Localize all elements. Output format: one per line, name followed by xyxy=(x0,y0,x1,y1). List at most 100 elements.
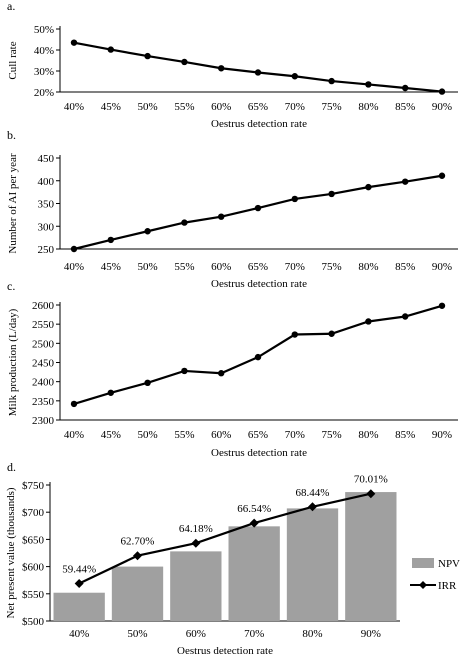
irr-data-label: 70.01% xyxy=(354,474,388,486)
y-tick-label: $500 xyxy=(22,616,45,628)
data-point xyxy=(291,195,298,203)
npv-bar xyxy=(286,508,339,621)
x-tick-label: 70% xyxy=(244,628,264,640)
y-tick-label: 300 xyxy=(38,221,55,233)
data-point xyxy=(365,318,372,325)
irr-data-label: 64.18% xyxy=(179,523,213,535)
x-tick-label: 55% xyxy=(174,101,194,113)
x-tick-label: 50% xyxy=(138,429,158,441)
irr-marker xyxy=(191,538,201,548)
x-tick-label: 65% xyxy=(248,261,268,273)
data-point xyxy=(181,367,188,375)
x-tick-label: 50% xyxy=(138,261,158,273)
data-point xyxy=(181,219,188,226)
irr-data-label: 59.44% xyxy=(62,563,96,575)
y-axis-title: Milk production (L/day) xyxy=(7,308,19,416)
y-tick-label: 2350 xyxy=(32,396,55,408)
legend-npv-label: NPV xyxy=(438,558,460,570)
data-point xyxy=(70,245,78,253)
npv-bar xyxy=(170,551,222,621)
x-tick-label: 70% xyxy=(285,429,305,441)
y-axis-title: Net present value (thousands) xyxy=(5,487,17,618)
npv-bar xyxy=(53,592,105,621)
y-tick-label: 2550 xyxy=(32,319,55,331)
data-point xyxy=(70,400,78,408)
y-tick-label: $550 xyxy=(22,589,45,601)
x-tick-label: 45% xyxy=(101,261,121,273)
data-point xyxy=(291,73,298,80)
npv-bar xyxy=(228,526,280,621)
irr-marker xyxy=(133,551,142,561)
data-point xyxy=(254,69,262,76)
x-tick-label: 70% xyxy=(285,261,305,273)
irr-marker xyxy=(366,489,376,499)
irr-data-label: 62.70% xyxy=(121,536,155,548)
y-tick-label: 30% xyxy=(34,66,54,78)
y-tick-label: 2500 xyxy=(32,338,55,350)
data-point xyxy=(218,65,225,72)
y-axis-title: Number of AI per year xyxy=(7,153,19,254)
x-tick-label: 90% xyxy=(432,101,452,113)
y-tick-label: $600 xyxy=(22,562,45,574)
npv-bar xyxy=(345,492,397,621)
x-tick-label: 85% xyxy=(395,261,415,273)
data-point xyxy=(181,58,188,66)
x-tick-label: 65% xyxy=(248,101,268,113)
panel-label: a. xyxy=(7,0,15,13)
y-tick-label: $650 xyxy=(22,534,45,546)
x-tick-label: 75% xyxy=(322,261,342,273)
x-axis-title: Oestrus detection rate xyxy=(211,447,307,459)
y-axis-title: Cull rate xyxy=(7,41,19,79)
x-tick-label: 90% xyxy=(361,628,381,640)
x-tick-label: 80% xyxy=(358,429,378,441)
data-point xyxy=(254,353,262,361)
x-axis-title: Oestrus detection rate xyxy=(177,645,273,657)
irr-marker xyxy=(249,518,259,528)
x-tick-label: 60% xyxy=(211,101,231,113)
data-point xyxy=(438,172,446,179)
panel-label: b. xyxy=(7,128,16,142)
x-tick-label: 45% xyxy=(101,429,121,441)
x-tick-label: 40% xyxy=(64,429,84,441)
y-tick-label: 2300 xyxy=(32,415,55,427)
x-tick-label: 75% xyxy=(322,101,342,113)
x-tick-label: 40% xyxy=(69,628,89,640)
data-point xyxy=(328,330,335,337)
y-tick-label: 2400 xyxy=(32,377,55,389)
panel-label: c. xyxy=(7,279,15,293)
y-tick-label: $750 xyxy=(22,480,45,492)
data-point xyxy=(438,302,446,309)
x-tick-label: 50% xyxy=(138,101,158,113)
panel-label: d. xyxy=(7,460,16,474)
x-tick-label: 40% xyxy=(64,101,84,113)
x-tick-label: 60% xyxy=(186,628,206,640)
data-point xyxy=(107,236,115,244)
data-point xyxy=(328,77,335,85)
data-point xyxy=(365,81,372,88)
data-point xyxy=(144,52,151,60)
legend-npv-swatch xyxy=(412,558,434,568)
irr-data-label: 68.44% xyxy=(296,487,330,499)
x-tick-label: 75% xyxy=(322,429,342,441)
data-point xyxy=(144,228,151,235)
x-tick-label: 65% xyxy=(248,429,268,441)
legend-irr-marker xyxy=(419,581,427,589)
data-point xyxy=(218,213,225,220)
data-point xyxy=(328,190,335,198)
x-tick-label: 55% xyxy=(174,429,194,441)
x-axis-title: Oestrus detection rate xyxy=(211,118,307,130)
x-tick-label: 40% xyxy=(64,261,84,273)
data-point xyxy=(402,313,409,320)
x-tick-label: 90% xyxy=(432,429,452,441)
data-point xyxy=(144,379,151,387)
data-point xyxy=(402,178,409,185)
y-tick-label: 20% xyxy=(34,87,54,99)
x-tick-label: 90% xyxy=(432,261,452,273)
y-tick-label: 2600 xyxy=(32,300,55,312)
y-tick-label: $700 xyxy=(22,507,45,519)
y-tick-label: 2450 xyxy=(32,358,55,370)
y-tick-label: 250 xyxy=(38,244,55,256)
x-tick-label: 85% xyxy=(395,101,415,113)
x-tick-label: 80% xyxy=(358,261,378,273)
